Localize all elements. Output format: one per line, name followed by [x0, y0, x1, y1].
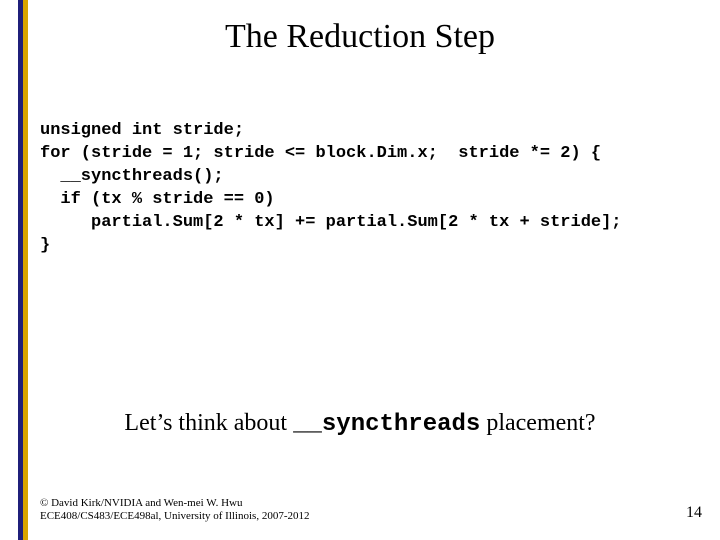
- footer-line2: ECE408/CS483/ECE498al, University of Ill…: [40, 510, 310, 524]
- code-line: if (tx % stride == 0): [40, 190, 275, 209]
- footer: © David Kirk/NVIDIA and Wen-mei W. Hwu E…: [40, 497, 310, 525]
- code-line: }: [40, 236, 50, 255]
- accent-bar: [18, 0, 28, 540]
- code-line: __syncthreads();: [40, 167, 224, 186]
- code-line: partial.Sum[2 * tx] += partial.Sum[2 * t…: [40, 213, 622, 232]
- question-line: Let’s think about __syncthreads placemen…: [0, 410, 720, 438]
- footer-line1: © David Kirk/NVIDIA and Wen-mei W. Hwu: [40, 497, 310, 511]
- code-line: for (stride = 1; stride <= block.Dim.x; …: [40, 144, 601, 163]
- page-number: 14: [686, 504, 702, 522]
- question-suffix: placement?: [480, 410, 595, 436]
- question-prefix: Let’s think about: [124, 410, 293, 436]
- code-block: unsigned int stride; for (stride = 1; st…: [40, 120, 690, 258]
- question-mono: __syncthreads: [293, 411, 480, 438]
- code-line: unsigned int stride;: [40, 121, 244, 140]
- accent-bar-gold: [23, 0, 28, 540]
- slide-title: The Reduction Step: [0, 18, 720, 56]
- slide: The Reduction Step unsigned int stride; …: [0, 0, 720, 540]
